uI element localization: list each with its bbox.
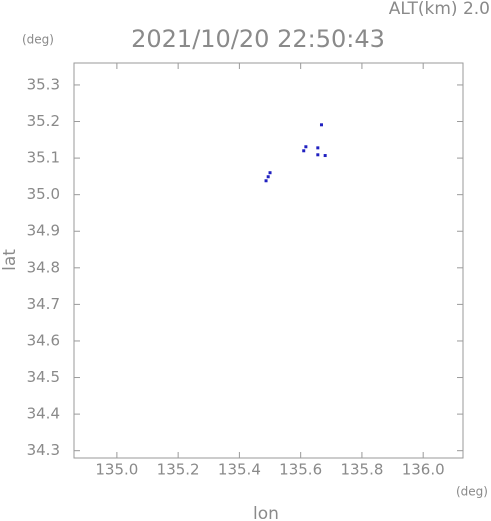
point	[316, 153, 320, 157]
plot-frame	[73, 62, 464, 459]
point	[319, 123, 323, 127]
point	[316, 146, 320, 150]
y-tick-label: 34.4	[27, 405, 60, 423]
y-tick-label: 34.7	[27, 295, 60, 313]
y-tick-label: 34.6	[27, 331, 60, 349]
point	[302, 149, 306, 153]
y-tick-label: 35.1	[27, 149, 60, 167]
x-tick-label: 135.0	[95, 461, 138, 479]
point	[268, 171, 272, 175]
y-axis-label: lat	[0, 249, 20, 271]
x-unit: (deg)	[456, 485, 488, 499]
x-tick-label: 135.6	[279, 461, 322, 479]
x-axis-label: lon	[253, 504, 279, 521]
y-tick-label: 35.2	[27, 112, 60, 130]
x-tick-label: 136.0	[402, 461, 445, 479]
annotation: ALT(km) 2.0	[389, 0, 490, 19]
y-tick-label: 35.3	[27, 75, 60, 93]
point	[266, 175, 270, 179]
point	[304, 145, 308, 149]
point	[323, 154, 327, 158]
y-tick-label: 34.3	[27, 441, 60, 459]
y-tick-label: 34.5	[27, 368, 60, 386]
point	[264, 179, 268, 183]
x-tick-label: 135.8	[340, 461, 383, 479]
x-tick-label: 135.4	[218, 461, 261, 479]
y-tick-label: 34.9	[27, 222, 60, 240]
x-tick-label: 135.2	[157, 461, 200, 479]
y-tick-label: 35.0	[27, 185, 60, 203]
y-unit: (deg)	[22, 33, 54, 47]
y-tick-label: 34.8	[27, 258, 60, 276]
chart-title: 2021/10/20 22:50:43	[131, 25, 385, 53]
